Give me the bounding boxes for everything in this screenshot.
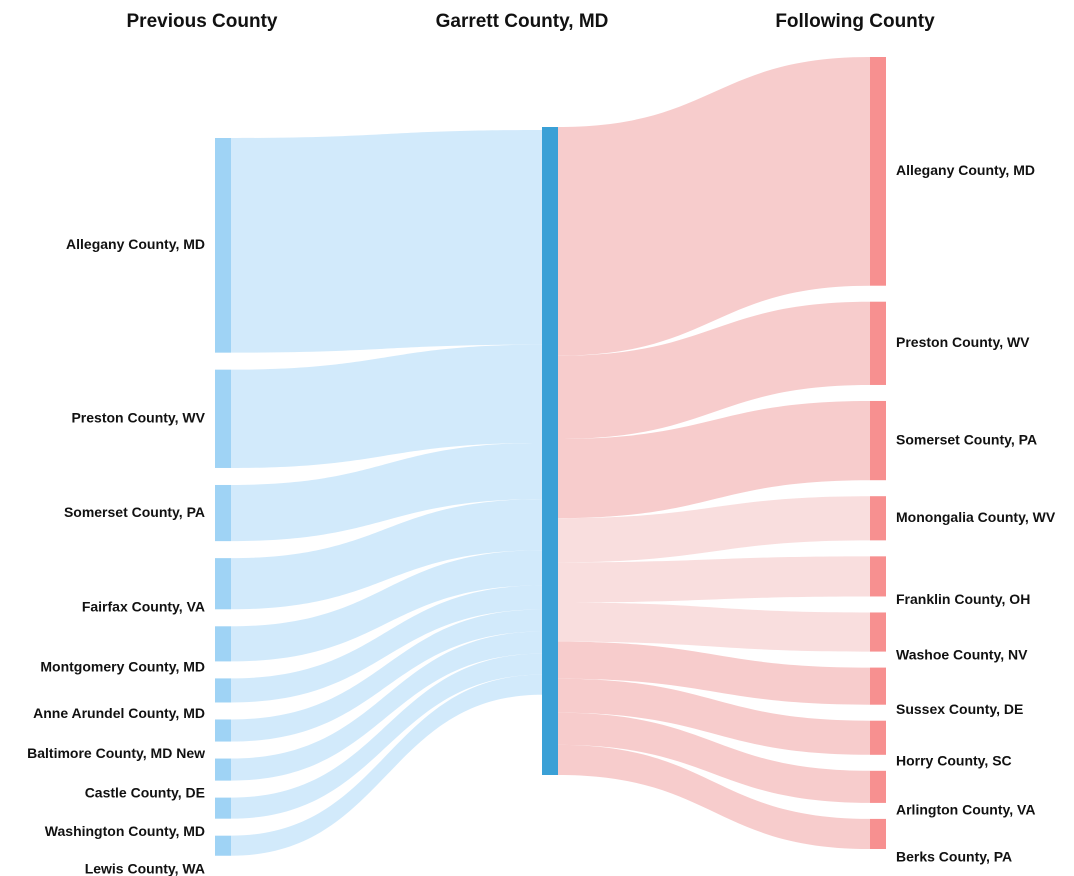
- target-label: Somerset County, PA: [896, 431, 1037, 447]
- target-label: Allegany County, MD: [896, 162, 1035, 178]
- target-label: Preston County, WV: [896, 334, 1030, 350]
- source-label: Castle County, DE: [85, 784, 205, 800]
- source-node: [215, 835, 231, 856]
- target-node: [870, 400, 886, 481]
- flow: [231, 631, 542, 781]
- source-node: [215, 797, 231, 819]
- source-node: [215, 719, 231, 742]
- flow: [231, 130, 542, 353]
- flow: [558, 496, 870, 563]
- target-label: Sussex County, DE: [896, 701, 1023, 717]
- flow: [231, 609, 542, 742]
- flow: [558, 301, 870, 439]
- target-node: [870, 57, 886, 286]
- source-label: Washington County, MD: [45, 823, 205, 839]
- source-label: Preston County, WV: [71, 410, 205, 426]
- target-label: Franklin County, OH: [896, 591, 1030, 607]
- target-label: Horry County, SC: [896, 752, 1012, 768]
- flow: [558, 57, 870, 356]
- source-node: [215, 369, 231, 468]
- flow: [558, 744, 870, 849]
- target-label: Arlington County, VA: [896, 802, 1035, 818]
- target-node: [870, 496, 886, 541]
- flow: [231, 653, 542, 819]
- source-node: [215, 558, 231, 610]
- flow: [558, 712, 870, 803]
- flow: [558, 641, 870, 705]
- flow: [231, 550, 542, 662]
- target-node: [870, 818, 886, 849]
- flow: [558, 678, 870, 755]
- header: Garrett County, MD: [436, 11, 609, 32]
- source-node: [215, 678, 231, 703]
- target-node: [870, 667, 886, 705]
- target-node: [870, 770, 886, 803]
- header: Previous County: [127, 11, 278, 32]
- center-node: [542, 127, 558, 775]
- target-node: [870, 556, 886, 597]
- flow: [231, 442, 542, 542]
- source-label: Allegany County, MD: [66, 236, 205, 252]
- target-node: [870, 301, 886, 385]
- target-label: Washoe County, NV: [896, 647, 1028, 663]
- flow: [231, 585, 542, 703]
- target-label: Monongalia County, WV: [896, 509, 1056, 525]
- source-label: Somerset County, PA: [64, 504, 205, 520]
- target-label: Berks County, PA: [896, 849, 1012, 865]
- source-label: Lewis County, WA: [85, 860, 205, 876]
- target-node: [870, 612, 886, 652]
- flow: [231, 674, 542, 856]
- source-label: Baltimore County, MD New: [27, 745, 205, 761]
- flow: [558, 602, 870, 652]
- source-label: Montgomery County, MD: [40, 659, 205, 675]
- flow: [231, 344, 542, 468]
- source-node: [215, 138, 231, 353]
- flow: [558, 400, 870, 519]
- target-node: [870, 720, 886, 755]
- header: Following County: [775, 11, 935, 32]
- source-label: Anne Arundel County, MD: [33, 705, 205, 721]
- flow: [231, 499, 542, 610]
- source-node: [215, 484, 231, 542]
- source-node: [215, 626, 231, 662]
- source-node: [215, 758, 231, 781]
- source-label: Fairfax County, VA: [82, 598, 205, 614]
- flow: [558, 556, 870, 603]
